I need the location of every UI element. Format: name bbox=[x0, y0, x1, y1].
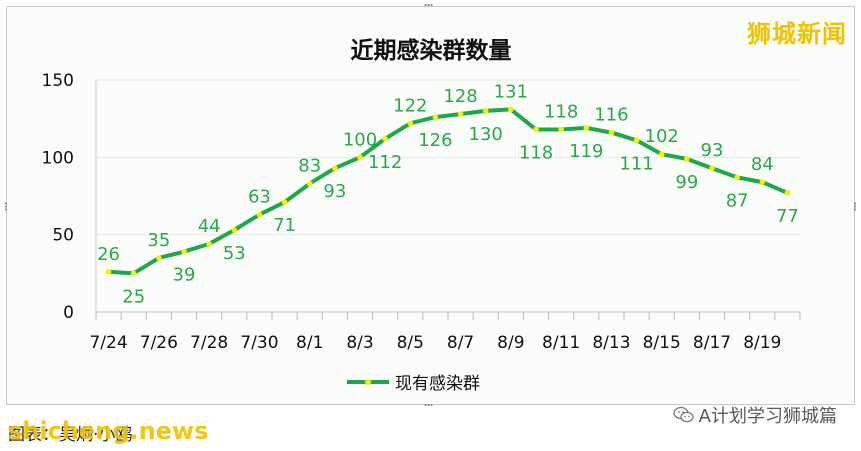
resize-handle-left[interactable] bbox=[4, 202, 8, 211]
data-point bbox=[256, 211, 263, 218]
data-point bbox=[306, 180, 313, 187]
data-point bbox=[357, 154, 363, 161]
data-point bbox=[583, 125, 590, 131]
data-point bbox=[432, 114, 439, 120]
x-tick-label: 7/26 bbox=[140, 333, 178, 353]
data-point bbox=[281, 199, 288, 205]
data-label: 122 bbox=[393, 95, 427, 116]
data-label: 111 bbox=[619, 153, 653, 174]
data-label: 118 bbox=[519, 142, 553, 163]
legend-label: 现有感染群 bbox=[395, 374, 480, 394]
chart-title: 近期感染群数量 bbox=[351, 37, 512, 64]
data-point bbox=[156, 255, 162, 261]
series-line-group bbox=[105, 106, 791, 277]
wechat-icon bbox=[673, 406, 694, 423]
x-tick-label: 8/11 bbox=[542, 333, 580, 353]
data-label: 35 bbox=[147, 230, 170, 251]
data-point bbox=[558, 126, 564, 133]
x-axis: 7/24 7/26 7/28 7/30 8/1 8/3 8/5 8/7 8/9 8/11 8/13 8… bbox=[89, 312, 801, 353]
legend-swatch-marker bbox=[365, 379, 371, 385]
x-tick-label: 8/13 bbox=[592, 333, 630, 353]
data-label: 83 bbox=[298, 156, 321, 177]
series-line bbox=[106, 107, 790, 276]
data-label: 71 bbox=[273, 215, 296, 236]
resize-handle-top[interactable] bbox=[424, 3, 433, 7]
data-label: 44 bbox=[198, 216, 221, 237]
data-point bbox=[533, 126, 539, 133]
data-label: 130 bbox=[469, 124, 503, 145]
x-tick-label: 8/17 bbox=[693, 333, 731, 353]
y-tick-label: 0 bbox=[63, 303, 74, 323]
data-label: 128 bbox=[443, 86, 477, 107]
data-label: 77 bbox=[776, 206, 799, 227]
data-label: 25 bbox=[122, 286, 145, 307]
data-point bbox=[457, 111, 464, 117]
data-label: 102 bbox=[645, 126, 679, 147]
resize-handle-right[interactable] bbox=[853, 202, 857, 211]
resize-handle-bottom[interactable] bbox=[424, 403, 433, 407]
source-note: 图表：吴炯·小鸥 bbox=[8, 425, 133, 445]
data-point bbox=[332, 165, 338, 171]
data-label: 63 bbox=[248, 187, 271, 208]
data-point bbox=[734, 174, 740, 181]
x-tick-label: 8/9 bbox=[497, 333, 524, 353]
brand-logo: 狮城新闻 bbox=[747, 19, 847, 48]
legend: 现有感染群 bbox=[347, 374, 480, 394]
data-label: 119 bbox=[569, 141, 603, 162]
data-label: 53 bbox=[223, 243, 246, 264]
y-tick-label: 100 bbox=[42, 148, 74, 168]
data-label: 131 bbox=[494, 81, 528, 102]
x-tick-label: 8/5 bbox=[397, 333, 424, 353]
data-point bbox=[382, 135, 388, 142]
data-point bbox=[105, 268, 112, 275]
data-label: 116 bbox=[594, 105, 628, 126]
data-point bbox=[658, 151, 665, 158]
data-point bbox=[206, 241, 212, 247]
y-axis: 0 50 100 150 bbox=[42, 71, 97, 323]
data-point bbox=[508, 106, 514, 113]
x-tick-label: 7/30 bbox=[240, 333, 278, 353]
data-label: 39 bbox=[173, 265, 196, 286]
data-point bbox=[231, 227, 238, 233]
data-point bbox=[759, 179, 766, 185]
data-point bbox=[407, 120, 414, 127]
x-tick-label: 8/19 bbox=[743, 333, 781, 353]
data-label: 126 bbox=[418, 130, 452, 151]
x-tick-label: 8/7 bbox=[447, 333, 474, 353]
data-point bbox=[181, 248, 187, 255]
y-tick-label: 150 bbox=[42, 71, 74, 91]
data-point bbox=[130, 270, 137, 277]
chart-frame bbox=[6, 6, 855, 405]
data-point bbox=[482, 108, 489, 114]
data-point bbox=[709, 165, 715, 171]
x-tick-label: 7/28 bbox=[190, 333, 228, 353]
x-tick-label: 8/3 bbox=[346, 333, 373, 353]
data-label: 118 bbox=[544, 101, 578, 122]
x-tick-label: 8/15 bbox=[643, 333, 681, 353]
data-label: 84 bbox=[751, 154, 774, 175]
wechat-label: A计划学习狮城篇 bbox=[698, 406, 837, 427]
wechat-credit: A计划学习狮城篇 bbox=[673, 402, 837, 428]
y-tick-label: 50 bbox=[52, 226, 74, 246]
data-label: 93 bbox=[701, 140, 724, 161]
watermark: shicheng.news bbox=[8, 417, 209, 445]
data-point bbox=[608, 129, 615, 136]
data-point bbox=[684, 156, 690, 162]
x-tick-label: 7/24 bbox=[89, 333, 127, 353]
data-point bbox=[633, 137, 640, 144]
data-labels: 2625353944536371839310011212212612813013… bbox=[97, 81, 799, 307]
data-label: 112 bbox=[368, 152, 402, 173]
data-label: 99 bbox=[675, 172, 698, 193]
data-label: 100 bbox=[343, 129, 377, 150]
data-label: 87 bbox=[726, 190, 749, 211]
data-label: 26 bbox=[97, 244, 120, 265]
data-point bbox=[784, 190, 791, 196]
data-label: 93 bbox=[323, 181, 346, 202]
x-tick-label: 8/1 bbox=[296, 333, 323, 353]
